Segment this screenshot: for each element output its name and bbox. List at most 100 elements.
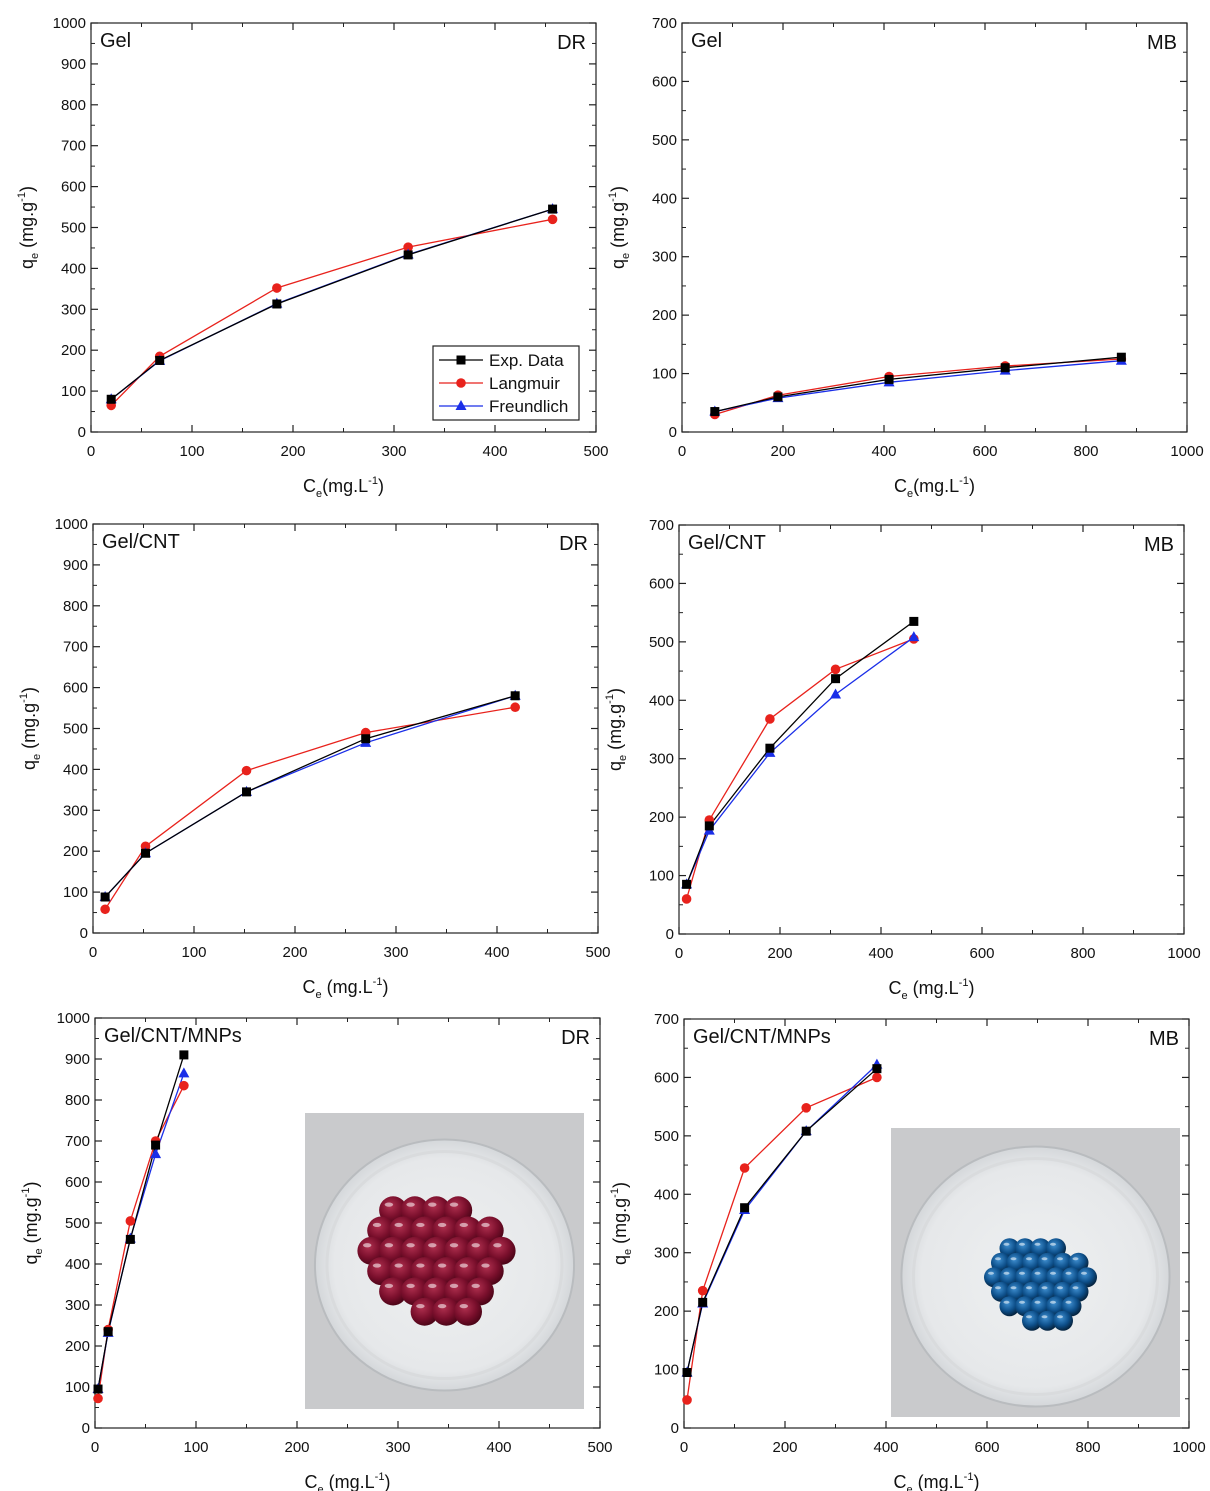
data-point-exp [179,1050,189,1060]
y-tick-label: 400 [65,1256,90,1273]
y-tick-label: 1000 [53,15,86,32]
x-tick-label: 400 [482,443,507,460]
data-point-exp [909,616,919,626]
x-tick-label: 100 [181,944,206,961]
series-line-exp-data [104,695,516,898]
y-tick-label: 200 [649,809,674,826]
dye-label: MB [1147,32,1177,54]
data-point-langmuir [547,214,558,225]
data-point-langmuir [739,1163,750,1173]
series-line-exp-data [686,1068,878,1373]
series-line-langmuir [685,638,915,900]
x-tick-label: 0 [675,945,683,962]
chart-panel: 0 100 200 300 400 500 600 700 0 200 400 600 800 1000 C… [607,15,1204,500]
data-point-exp [740,1203,750,1213]
y-tick-label: 0 [669,424,677,441]
legend-marker-exp [456,355,466,365]
series-line-freundlich [104,695,516,898]
y-tick-label: 700 [654,1011,679,1028]
plot-frame [678,524,1185,935]
y-tick-label: 800 [65,1092,90,1109]
inset-photo [305,1113,584,1409]
y-tick-label: 200 [61,342,86,359]
x-tick-label: 0 [87,443,95,460]
x-tick-label: 200 [282,944,307,961]
y-tick-label: 800 [61,97,86,114]
bead [1053,1310,1073,1331]
series-line-exp-data [97,1054,185,1390]
x-axis-label: Ce (mg.L-1) [303,976,389,1001]
data-point-exp [710,407,720,417]
chart-panel: 0 100 200 300 400 500 600 700 800 900 1000 0 100 200 3… [20,1010,613,1491]
y-axis-label: qe (mg.g-1) [16,186,41,269]
legend-marker-langmuir [456,378,466,388]
data-point-exp [125,1234,135,1244]
dye-label: MB [1149,1028,1179,1050]
panel-title: Gel [100,30,131,52]
data-point-exp [510,691,520,701]
chart-panel: 0 100 200 300 400 500 600 700 800 900 1000 0 100 200 3… [18,516,611,1001]
panel-title: Gel/CNT/MNPs [693,1026,831,1048]
data-point-exp [872,1064,882,1074]
x-tick-label: 400 [486,1439,511,1456]
data-point-exp [698,1297,708,1307]
x-tick-label: 400 [871,443,896,460]
y-tick-label: 400 [654,1186,679,1203]
x-tick-label: 800 [1070,945,1095,962]
series-line-freundlich [97,1073,185,1390]
legend-label: Freundlich [489,397,568,416]
y-tick-label: 400 [61,260,86,277]
x-tick-label: 0 [89,944,97,961]
chart-panel: 0 100 200 300 400 500 600 700 800 900 1000 0 100 200 3… [16,15,609,500]
x-tick-label: 800 [1073,443,1098,460]
x-tick-label: 200 [284,1439,309,1456]
x-tick-label: 100 [179,443,204,460]
data-point-exp [682,879,692,889]
y-axis-label: qe (mg.g-1) [20,1182,45,1265]
x-tick-label: 1000 [1172,1439,1205,1456]
y-tick-label: 600 [652,73,677,90]
x-axis-label: Ce (mg.L-1) [889,977,975,1002]
data-point-exp [682,1367,692,1377]
data-point-exp [100,892,110,902]
y-tick-label: 0 [666,926,674,943]
data-point-exp [103,1327,113,1337]
y-tick-label: 500 [649,634,674,651]
data-point-langmuir [697,1285,708,1296]
y-tick-label: 500 [61,220,86,237]
x-tick-label: 100 [183,1439,208,1456]
y-tick-label: 200 [654,1303,679,1320]
x-tick-label: 0 [678,443,686,460]
y-tick-label: 100 [652,366,677,383]
y-axis-label: qe (mg.g-1) [609,1182,634,1265]
y-tick-label: 600 [61,179,86,196]
x-axis-label: Ce (mg.L-1) [894,1471,980,1491]
plot-frame [681,22,1188,433]
data-point-exp [704,821,714,831]
x-axis-label: Ce(mg.L-1) [303,475,384,500]
data-point-exp [773,392,783,402]
data-point-langmuir [403,242,413,252]
x-tick-label: 600 [972,443,997,460]
data-point-exp [361,734,371,744]
y-tick-label: 600 [654,1069,679,1086]
data-point-langmuir [140,841,151,852]
data-point-langmuir [830,664,841,675]
y-tick-label: 0 [82,1420,90,1437]
y-axis-label: qe (mg.g-1) [604,688,629,771]
y-tick-label: 700 [63,639,88,656]
y-tick-label: 400 [63,761,88,778]
y-tick-label: 200 [652,307,677,324]
x-tick-label: 0 [91,1439,99,1456]
y-tick-label: 500 [65,1215,90,1232]
y-tick-label: 300 [652,249,677,266]
x-tick-label: 300 [383,944,408,961]
y-tick-label: 200 [63,843,88,860]
legend-label: Langmuir [489,374,560,393]
x-tick-label: 200 [767,945,792,962]
panel-title: Gel [691,30,722,52]
panel-title: Gel/CNT/MNPs [104,1025,242,1047]
x-tick-label: 1000 [1167,945,1200,962]
x-tick-label: 400 [873,1439,898,1456]
panel-title: Gel/CNT [102,531,180,553]
